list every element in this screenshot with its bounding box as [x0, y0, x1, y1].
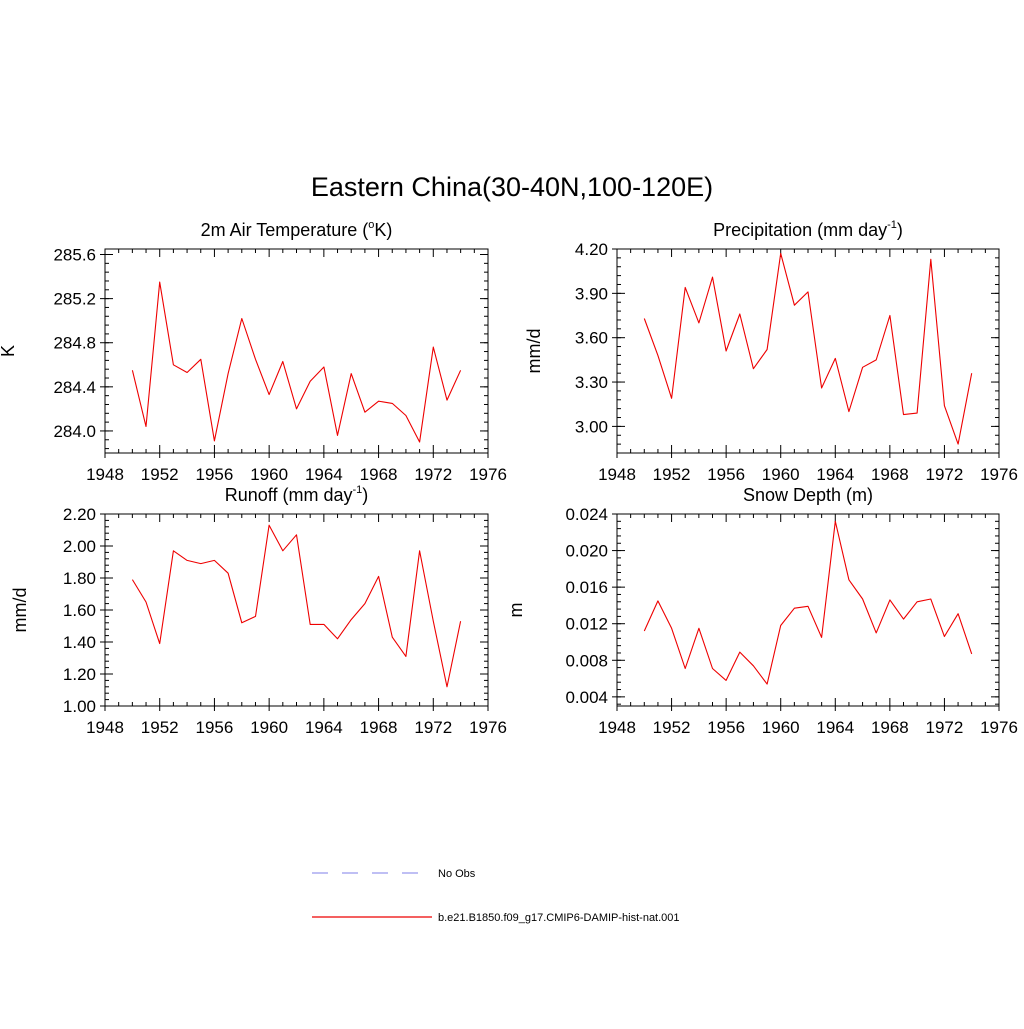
plot-frame [104, 248, 489, 454]
y-axis-label: m [506, 603, 526, 618]
series-line [131, 524, 462, 688]
y-tick-label: 2.20 [63, 505, 96, 524]
x-tick-label: 1960 [250, 465, 288, 484]
x-tick-label: 1948 [598, 465, 636, 484]
y-tick-label: 0.016 [565, 578, 608, 597]
x-tick-label: 1952 [141, 465, 179, 484]
panel-title-text: Precipitation (mm day [713, 220, 887, 240]
y-tick-label: 285.6 [53, 246, 96, 265]
x-tick-label: 1968 [360, 465, 398, 484]
y-tick-label: 3.90 [575, 284, 608, 303]
x-tick-label: 1968 [871, 465, 909, 484]
x-tick-label: 1948 [86, 465, 124, 484]
x-tick-label: 1972 [926, 465, 964, 484]
x-tick-label: 1956 [196, 718, 234, 737]
series-line [643, 520, 973, 685]
y-tick-label: 284.4 [53, 378, 96, 397]
y-tick-label: 1.60 [63, 601, 96, 620]
y-tick-label: 284.0 [53, 422, 96, 441]
panel-title-suffix: K) [374, 220, 392, 240]
x-tick-label: 1956 [196, 465, 234, 484]
y-tick-label: 284.8 [53, 334, 96, 353]
y-tick-label: 1.80 [63, 569, 96, 588]
x-tick-label: 1960 [250, 718, 288, 737]
x-tick-label: 1968 [871, 718, 909, 737]
chart-panels: 2m Air Temperature (oK) K 1948 1952 1956 1960… [0, 219, 1018, 737]
x-tick-label: 1956 [707, 465, 745, 484]
plot-frame [616, 248, 1000, 454]
x-tick-label: 1952 [653, 465, 691, 484]
x-tick-label: 1976 [980, 465, 1018, 484]
y-tick-label: 1.00 [63, 697, 96, 716]
panel-title: Runoff (mm day-1) [225, 484, 369, 505]
x-tick-label: 1956 [707, 718, 745, 737]
panel-title: Snow Depth (m) [743, 485, 873, 505]
x-tick-label: 1972 [414, 465, 452, 484]
y-tick-label: 285.2 [53, 290, 96, 309]
panel-title-text: Snow Depth (m) [743, 485, 873, 505]
y-tick-label: 0.012 [565, 615, 608, 634]
chart-panel-4: Snow Depth (m) m 1948 1952 1956 1960 1964 1968 1… [506, 485, 1018, 737]
y-tick-label: 0.008 [565, 651, 608, 670]
x-tick-label: 1976 [980, 718, 1018, 737]
series-line [131, 281, 462, 443]
x-tick-label: 1976 [469, 718, 507, 737]
y-axis-label: mm/d [524, 329, 544, 374]
y-tick-label: 4.20 [575, 240, 608, 259]
y-tick-label: 3.00 [575, 417, 608, 436]
series-line [643, 252, 973, 445]
x-tick-label: 1976 [469, 465, 507, 484]
legend-label-no-obs: No Obs [438, 868, 476, 880]
panel-title-superscript: -1 [352, 484, 362, 496]
panel-title-suffix: ) [362, 485, 368, 505]
chart-panel-3: Runoff (mm day-1) mm/d 1948 1952 1956 1960 196… [10, 484, 507, 737]
y-tick-label: 1.20 [63, 665, 96, 684]
panel-title-superscript: o [368, 219, 374, 231]
x-tick-label: 1964 [816, 465, 854, 484]
panel-title: Precipitation (mm day-1) [713, 219, 903, 240]
x-tick-label: 1952 [653, 718, 691, 737]
legend: No Obs b.e21.B1850.f09_g17.CMIP6-DAMIP-h… [312, 868, 680, 924]
x-tick-label: 1964 [305, 718, 343, 737]
x-tick-label: 1952 [141, 718, 179, 737]
y-tick-label: 3.60 [575, 329, 608, 348]
plot-frame [616, 513, 1000, 707]
panel-title-text: Runoff (mm day [225, 485, 353, 505]
panel-title: 2m Air Temperature (oK) [201, 219, 393, 240]
y-tick-label: 1.40 [63, 633, 96, 652]
panel-title-suffix: ) [897, 220, 903, 240]
x-tick-label: 1964 [816, 718, 854, 737]
x-tick-label: 1972 [414, 718, 452, 737]
x-tick-label: 1960 [762, 718, 800, 737]
legend-label-model: b.e21.B1850.f09_g17.CMIP6-DAMIP-hist-nat… [438, 912, 680, 924]
panel-title-text: 2m Air Temperature ( [201, 220, 369, 240]
x-tick-label: 1972 [926, 718, 964, 737]
chart-panel-2: Precipitation (mm day-1) mm/d 1948 1952 1956… [524, 219, 1018, 484]
x-tick-label: 1968 [360, 718, 398, 737]
y-tick-label: 2.00 [63, 537, 96, 556]
x-tick-label: 1948 [598, 718, 636, 737]
y-tick-label: 0.004 [565, 688, 608, 707]
y-tick-label: 3.30 [575, 373, 608, 392]
y-axis-label: K [0, 345, 18, 357]
y-tick-label: 0.020 [565, 542, 608, 561]
panel-title-superscript: -1 [887, 219, 897, 231]
x-tick-label: 1964 [305, 465, 343, 484]
y-tick-label: 0.024 [565, 505, 608, 524]
chart-panel-1: 2m Air Temperature (oK) K 1948 1952 1956 1960… [0, 219, 507, 484]
x-tick-label: 1948 [86, 718, 124, 737]
plot-frame [104, 513, 489, 707]
x-tick-label: 1960 [762, 465, 800, 484]
figure-title: Eastern China(30-40N,100-120E) [311, 172, 713, 202]
y-axis-label: mm/d [10, 588, 30, 633]
